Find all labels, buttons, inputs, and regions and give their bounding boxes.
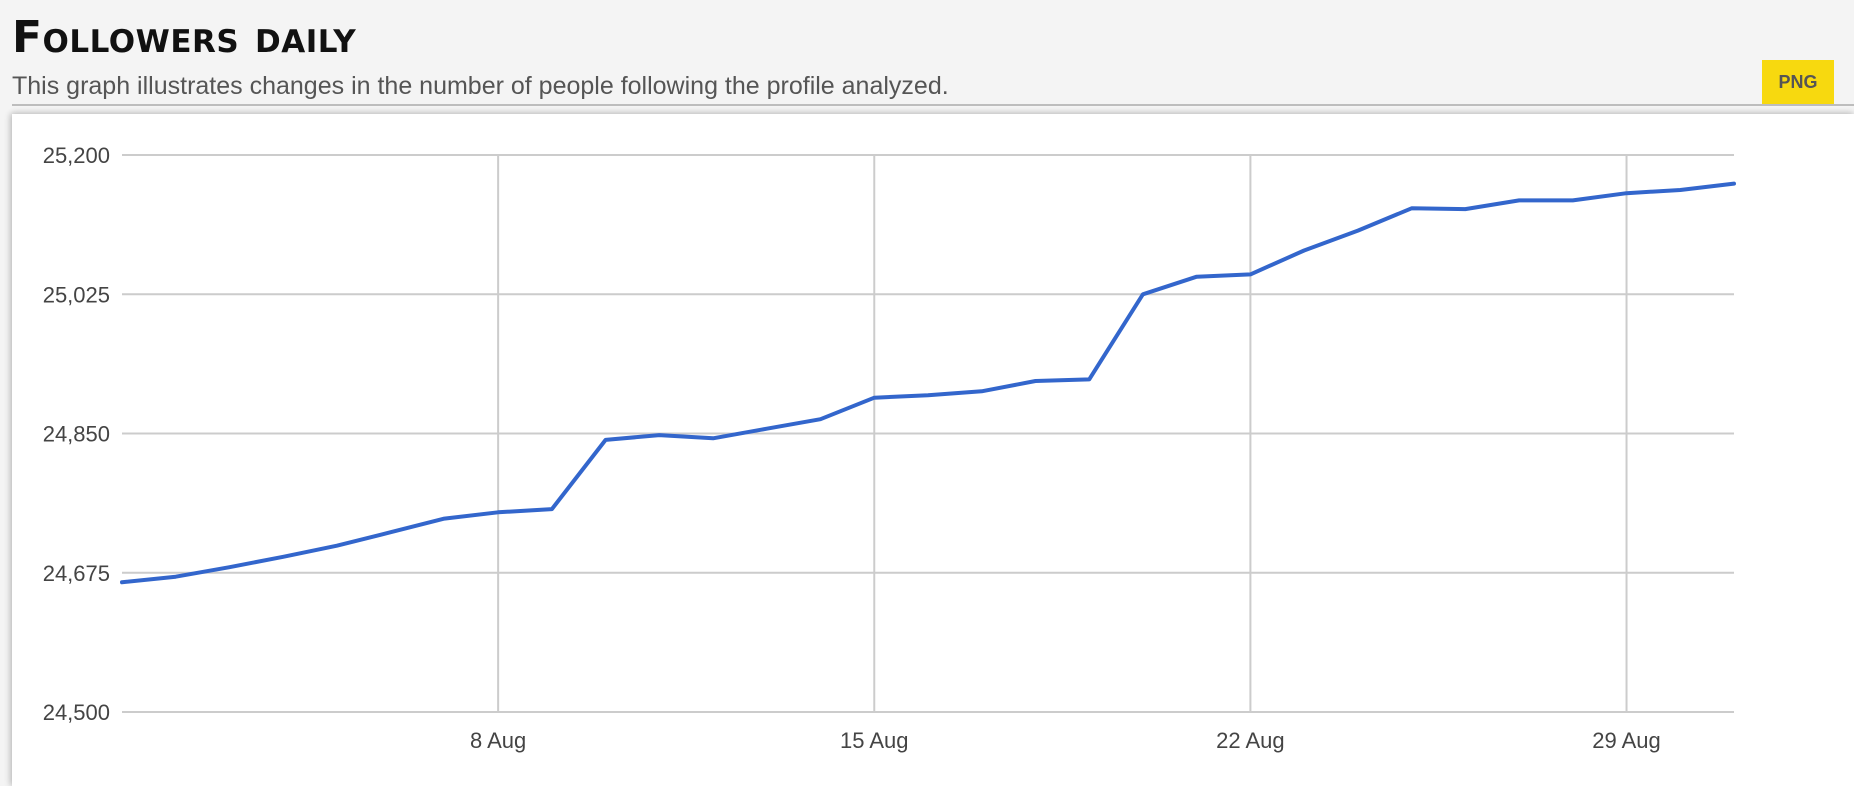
y-tick-label: 24,850 — [43, 422, 110, 447]
data-point — [334, 543, 340, 549]
data-point — [818, 416, 824, 422]
data-point — [710, 435, 716, 441]
followers-line-chart: 24,500 24,675 24,850 25,025 25,200 8 Aug 15 Au… — [43, 143, 1737, 753]
data-point — [119, 579, 125, 585]
header-divider — [12, 104, 1854, 106]
data-point — [1516, 197, 1522, 203]
chart-panel: 24,500 24,675 24,850 25,025 25,200 8 Aug 15 Au… — [12, 114, 1854, 786]
grid-lines — [122, 154, 1734, 713]
png-export-button[interactable]: PNG — [1762, 60, 1834, 104]
data-point — [388, 529, 394, 535]
data-point — [925, 392, 931, 398]
data-point — [1570, 197, 1576, 203]
data-point — [441, 516, 447, 522]
page-subtitle: This graph illustrates changes in the nu… — [12, 72, 949, 100]
tick-labels: 24,500 24,675 24,850 25,025 25,200 8 Aug 15 Au… — [43, 143, 1661, 753]
x-tick-label: 15 Aug — [840, 728, 909, 753]
data-point — [603, 437, 609, 443]
page-title: Followers daily — [12, 12, 357, 63]
data-point — [1409, 205, 1415, 211]
x-tick-label: 22 Aug — [1216, 728, 1285, 753]
data-point — [1301, 247, 1307, 253]
data-point — [173, 574, 179, 580]
data-point — [764, 426, 770, 432]
series-layer — [119, 181, 1737, 585]
chart-header: Followers daily This graph illustrates c… — [0, 0, 1854, 104]
y-tick-label: 24,500 — [43, 700, 110, 725]
data-point — [280, 554, 286, 560]
y-tick-label: 25,025 — [43, 282, 110, 307]
data-point — [226, 564, 232, 570]
y-tick-label: 25,200 — [43, 143, 110, 168]
data-point — [656, 432, 662, 438]
data-point — [495, 509, 501, 515]
data-point — [979, 388, 985, 394]
data-point — [1731, 181, 1737, 187]
data-point — [1194, 274, 1200, 280]
followers-series-line — [120, 181, 1736, 585]
data-point — [871, 395, 877, 401]
y-tick-label: 24,675 — [43, 561, 110, 586]
x-tick-label: 8 Aug — [470, 728, 526, 753]
data-point — [1355, 228, 1361, 234]
data-point — [1247, 271, 1253, 277]
data-point — [1086, 376, 1092, 382]
data-point — [1677, 187, 1683, 193]
data-point — [1462, 206, 1468, 212]
data-point — [1624, 190, 1630, 196]
data-point — [549, 506, 555, 512]
x-tick-label: 29 Aug — [1592, 728, 1661, 753]
data-point — [1032, 378, 1038, 384]
data-point — [1140, 291, 1146, 297]
